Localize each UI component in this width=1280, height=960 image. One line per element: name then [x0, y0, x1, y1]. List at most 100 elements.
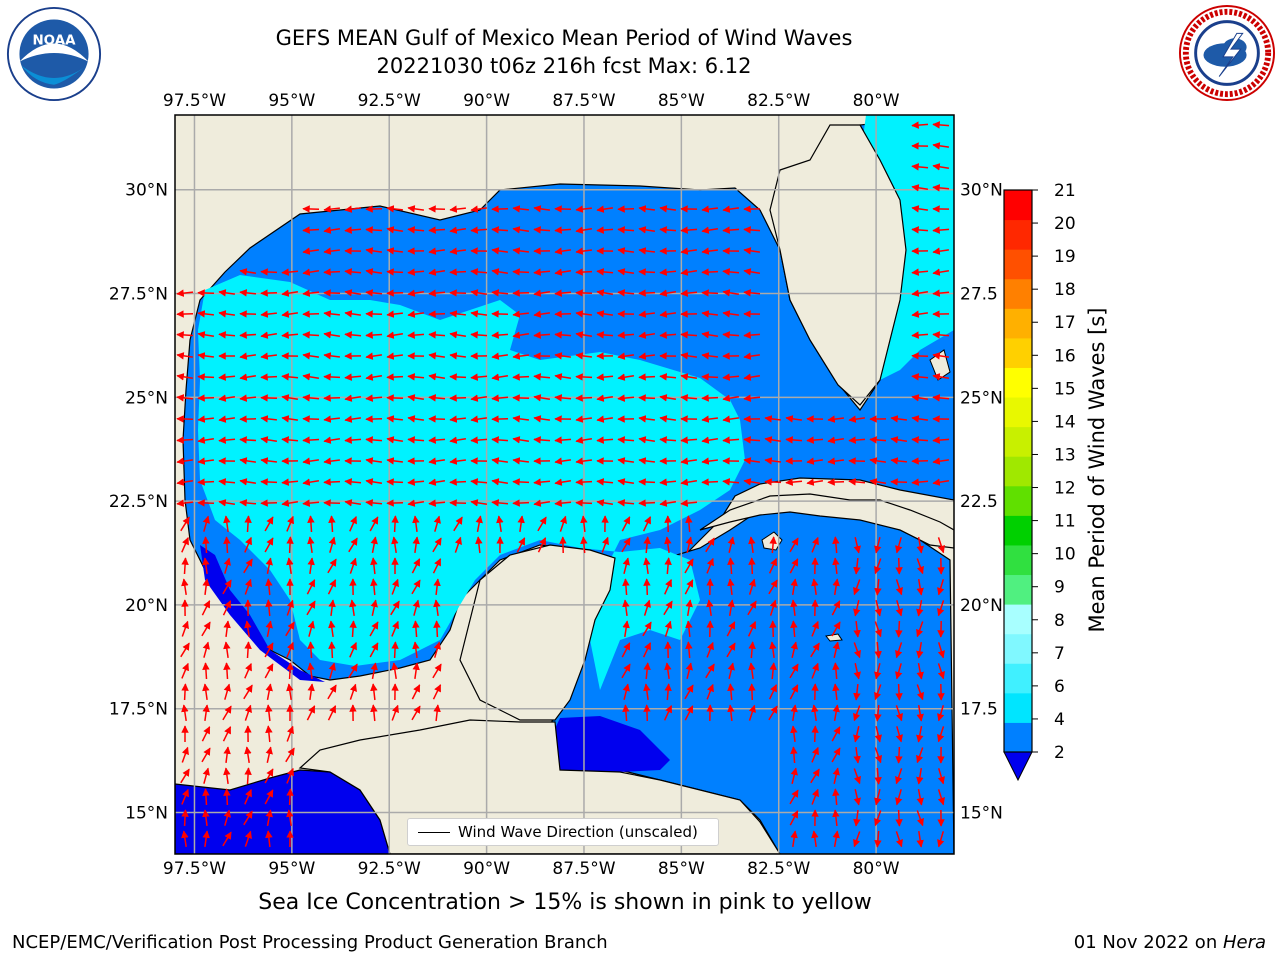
wind-wave-arrow — [470, 226, 488, 234]
wind-wave-arrow — [344, 268, 362, 276]
wind-wave-arrow — [197, 478, 215, 486]
wind-wave-arrow — [412, 662, 420, 680]
wind-wave-arrow — [638, 247, 655, 255]
wind-wave-arrow — [239, 436, 257, 444]
wind-wave-arrow — [895, 768, 903, 785]
wind-wave-arrow — [638, 226, 656, 234]
wind-wave-arrow — [307, 515, 315, 533]
wind-wave-arrow — [832, 767, 840, 784]
wind-wave-arrow — [428, 499, 446, 507]
wind-wave-arrow — [617, 226, 635, 234]
wind-wave-arrow — [432, 684, 442, 700]
wind-wave-arrow — [743, 373, 761, 381]
wind-wave-arrow — [386, 331, 404, 339]
wind-wave-arrow — [512, 331, 530, 339]
wind-wave-arrow — [701, 457, 718, 465]
wind-wave-arrow — [895, 600, 903, 617]
wind-wave-arrow — [265, 704, 273, 722]
wind-wave-arrow — [411, 579, 421, 595]
wind-wave-arrow — [575, 247, 592, 255]
wind-wave-arrow — [264, 789, 274, 805]
lat-tick-label-right: 15°N — [960, 803, 1003, 823]
lon-tick-label-bottom: 90°W — [463, 859, 510, 879]
wind-wave-arrow — [265, 578, 273, 596]
wind-wave-arrow — [244, 536, 252, 553]
wind-wave-arrow — [202, 767, 210, 784]
wind-wave-arrow — [789, 789, 799, 805]
wind-wave-arrow — [197, 373, 215, 381]
wind-wave-arrow — [617, 268, 635, 276]
wind-wave-arrow — [432, 537, 442, 553]
wind-wave-arrow — [432, 558, 442, 574]
wind-wave-arrow — [554, 226, 572, 234]
wind-wave-arrow — [323, 268, 341, 276]
wind-wave-arrow — [748, 641, 756, 659]
wind-wave-arrow — [516, 537, 526, 553]
wind-wave-arrow — [596, 331, 614, 339]
wind-wave-arrow — [370, 536, 378, 554]
wind-wave-arrow — [916, 536, 924, 554]
map-frame — [174, 114, 955, 855]
wind-wave-arrow — [323, 457, 340, 465]
wind-wave-arrow — [365, 436, 383, 444]
chart-title: GEFS MEAN Gulf of Mexico Mean Period of … — [275, 26, 853, 50]
wind-wave-arrow — [512, 499, 530, 507]
wind-wave-arrow — [386, 457, 403, 465]
wind-wave-arrow — [664, 683, 672, 701]
wind-wave-arrow — [684, 684, 694, 700]
wind-wave-arrow — [265, 683, 273, 701]
wind-wave-arrow — [622, 599, 630, 616]
wind-wave-arrow — [831, 621, 841, 637]
wind-wave-arrow — [622, 683, 630, 700]
wind-wave-arrow — [554, 499, 572, 507]
wind-wave-arrow — [895, 620, 903, 638]
wind-wave-arrow — [181, 746, 189, 763]
wind-wave-arrow — [832, 830, 840, 848]
wind-wave-arrow — [916, 788, 924, 806]
wind-wave-arrow — [895, 537, 903, 554]
wind-wave-arrow — [386, 205, 403, 213]
wind-wave-arrow — [306, 579, 316, 595]
wind-wave-arrow — [580, 515, 588, 532]
wind-wave-arrow — [790, 746, 798, 764]
svg-text:NOAA: NOAA — [32, 33, 76, 48]
wind-wave-arrow — [659, 226, 677, 234]
wind-wave-arrow — [722, 415, 740, 423]
wind-wave-arrow — [244, 515, 252, 533]
wind-wave-arrow — [328, 599, 336, 616]
wind-wave-arrow — [911, 289, 929, 297]
wind-wave-arrow — [370, 599, 378, 616]
wind-wave-arrow — [386, 310, 403, 318]
wind-wave-arrow — [218, 499, 236, 507]
colorbar: 2 4 6 7 8 9 10 11 12 13 14 15 16 17 18 19 20 21 — [1003, 181, 1076, 782]
wind-wave-arrow — [916, 704, 924, 722]
wind-wave-arrow — [370, 683, 378, 701]
wind-wave-arrow — [874, 830, 882, 848]
wind-wave-arrow — [806, 457, 824, 465]
wind-wave-arrow — [391, 620, 399, 637]
lat-tick-label-right: 30°N — [960, 181, 1003, 201]
wind-wave-arrow — [727, 599, 735, 617]
wind-wave-arrow — [685, 515, 693, 533]
wind-wave-arrow — [769, 641, 777, 659]
wind-wave-arrow — [853, 831, 861, 848]
wind-wave-arrow — [874, 641, 882, 659]
wind-wave-arrow — [281, 499, 299, 507]
wind-wave-arrow — [895, 683, 903, 701]
wind-wave-arrow — [181, 557, 189, 575]
wind-wave-arrow — [307, 641, 315, 659]
colorbar-segment — [1004, 397, 1032, 428]
wind-wave-arrow — [428, 331, 446, 339]
wind-wave-arrow — [197, 499, 215, 507]
wind-wave-arrow — [533, 499, 551, 507]
campeche-coast-water — [200, 545, 325, 682]
wind-wave-arrow — [244, 789, 252, 805]
wind-wave-arrow — [223, 788, 231, 806]
wind-wave-arrow — [916, 621, 924, 638]
wind-wave-arrow — [223, 536, 231, 554]
wind-wave-arrow — [286, 683, 294, 701]
wind-wave-arrow — [201, 621, 211, 637]
wind-wave-arrow — [281, 289, 299, 297]
wind-wave-arrow — [512, 415, 529, 423]
wind-wave-arrow — [537, 537, 547, 553]
